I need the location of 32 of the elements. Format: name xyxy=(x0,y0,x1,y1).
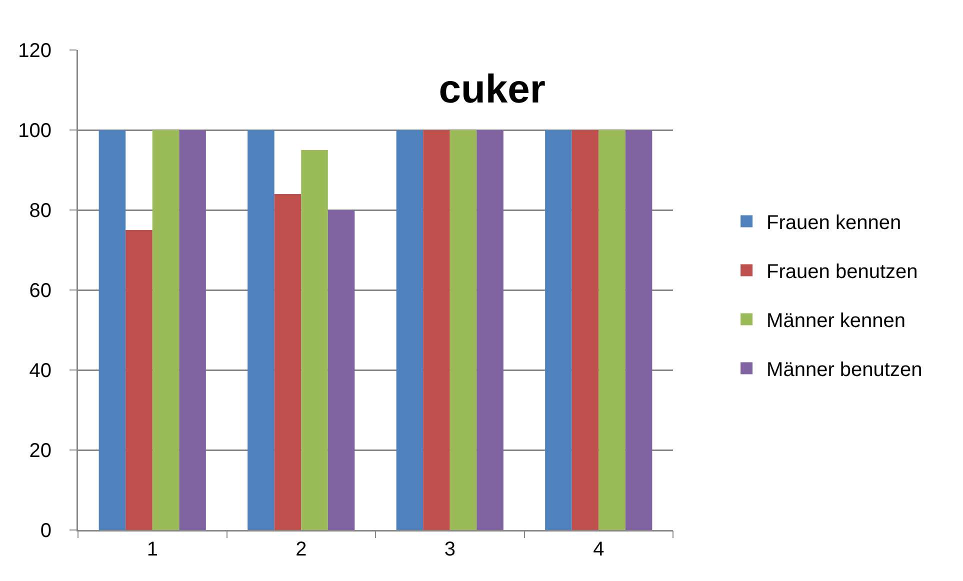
bar xyxy=(476,130,504,530)
bar xyxy=(328,210,355,530)
y-tick-label: 0 xyxy=(40,520,52,542)
y-tick-label: 60 xyxy=(29,280,52,302)
bar xyxy=(396,130,424,530)
bar xyxy=(274,194,302,530)
y-tick-label: 100 xyxy=(18,120,52,142)
legend-label: Männer kennen xyxy=(766,310,906,332)
bar xyxy=(450,130,477,530)
bar xyxy=(572,130,599,530)
x-tick-label: 4 xyxy=(593,538,604,560)
y-tick-label: 20 xyxy=(29,440,52,462)
bar xyxy=(423,130,450,530)
legend-label: Frauen benutzen xyxy=(766,261,918,284)
bar xyxy=(248,130,274,530)
bar xyxy=(179,130,206,530)
bar xyxy=(301,150,328,530)
y-tick-label: 80 xyxy=(29,200,52,222)
bar xyxy=(98,130,126,530)
chart-title: cuker xyxy=(438,67,546,112)
bar xyxy=(625,130,652,530)
x-tick-label: 2 xyxy=(296,538,307,560)
bar xyxy=(598,130,626,530)
bar xyxy=(126,230,152,530)
legend-label: Frauen kennen xyxy=(766,212,902,234)
bar xyxy=(545,130,572,530)
y-tick-label: 40 xyxy=(29,360,52,382)
bar xyxy=(152,130,180,530)
y-tick-label: 120 xyxy=(18,40,52,62)
x-tick-label: 3 xyxy=(444,538,456,560)
legend-label: Männer benutzen xyxy=(766,359,922,382)
x-tick-label: 1 xyxy=(146,538,158,560)
